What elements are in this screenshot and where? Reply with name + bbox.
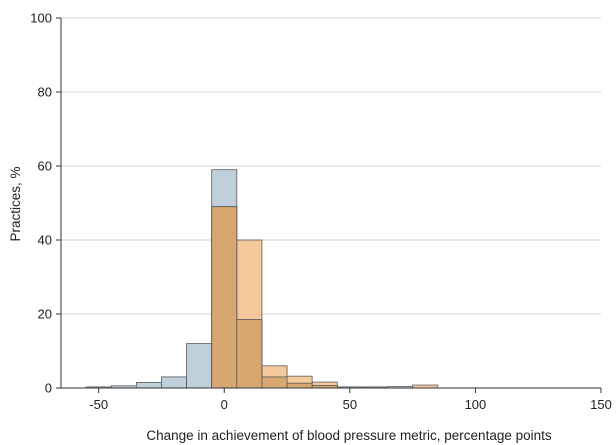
bar-series1-3 <box>161 376 187 389</box>
y-tick-label-1: 20 <box>38 307 52 322</box>
overlap-bars <box>211 206 338 389</box>
gridlines <box>61 17 601 315</box>
x-tick-label-0: -50 <box>89 397 108 412</box>
y-tick-label-5: 100 <box>30 11 52 26</box>
bar-series1-4 <box>186 343 213 389</box>
y-tick-label-4: 80 <box>38 85 52 100</box>
y-tick-label-2: 40 <box>38 233 52 248</box>
bar-series1-2 <box>135 382 162 389</box>
x-axis-title: Change in achievement of blood pressure … <box>146 428 551 443</box>
x-tick-label-4: 150 <box>590 397 612 412</box>
x-ticks: -50 0 50 100 150 <box>89 388 612 412</box>
bar-overlap-6 <box>236 319 263 389</box>
axes <box>60 18 601 389</box>
y-axis-title: Practices, % <box>8 166 23 241</box>
x-tick-label-3: 100 <box>465 397 487 412</box>
bar-overlap-5 <box>211 206 238 389</box>
y-tick-label-0: 0 <box>45 381 52 396</box>
y-ticks: 0 20 40 60 80 100 <box>30 11 61 396</box>
bar-overlap-8 <box>286 382 313 389</box>
x-tick-label-1: 0 <box>221 397 228 412</box>
y-tick-label-3: 60 <box>38 159 52 174</box>
x-tick-label-2: 50 <box>343 397 357 412</box>
bar-overlap-7 <box>261 376 288 389</box>
